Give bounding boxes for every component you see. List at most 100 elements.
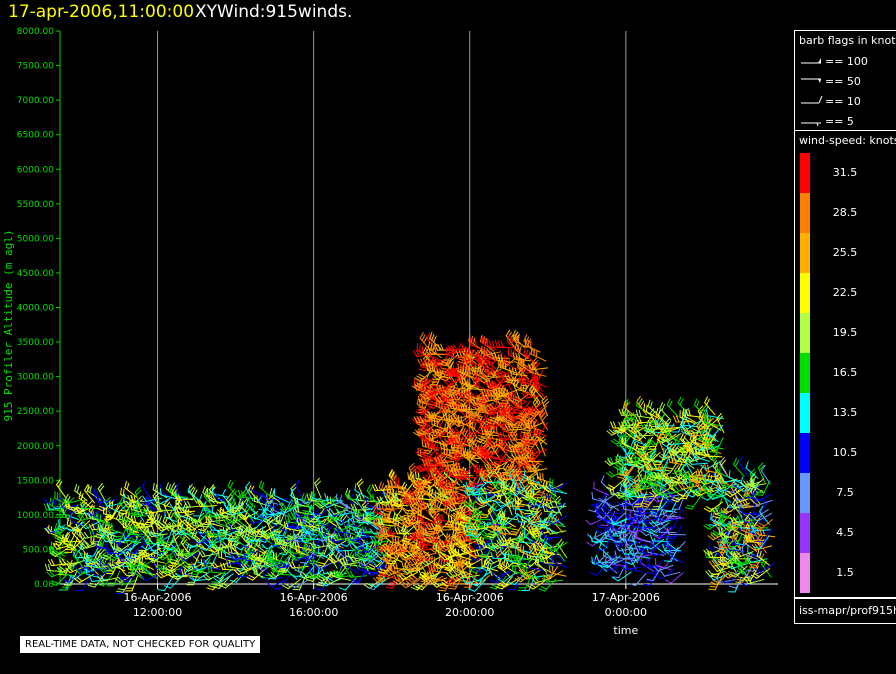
wind-barb-flag bbox=[123, 553, 129, 560]
wind-barb-flag bbox=[421, 527, 426, 535]
wind-barb-flag bbox=[383, 552, 387, 560]
wind-barb-flag bbox=[453, 513, 458, 521]
wind-barb-flag bbox=[239, 526, 245, 533]
wind-barb-flag bbox=[250, 482, 253, 491]
wind-barb-flag bbox=[277, 512, 285, 514]
wind-barb-flag bbox=[348, 492, 351, 500]
wind-barb-flag bbox=[54, 529, 62, 534]
wind-barb-flag bbox=[468, 366, 471, 374]
wind-barb-flag bbox=[276, 561, 281, 569]
wind-barb-flag bbox=[419, 507, 422, 516]
wind-barb-flag bbox=[434, 498, 437, 506]
wind-barb-flag bbox=[257, 514, 264, 519]
wind-barb-flag bbox=[499, 431, 503, 439]
wind-barb-flag bbox=[415, 523, 417, 532]
wind-barb-flag bbox=[271, 553, 274, 561]
wind-barb bbox=[252, 518, 269, 524]
wind-barb-flag bbox=[433, 581, 440, 587]
wind-barb-flag bbox=[373, 511, 375, 519]
wind-barb-flag bbox=[305, 497, 311, 504]
wind-barb bbox=[78, 550, 88, 566]
wind-barb bbox=[187, 491, 202, 502]
wind-barb-flag bbox=[296, 567, 304, 570]
wind-barb-flag bbox=[264, 501, 267, 509]
chart-title-name: XYWind:915winds. bbox=[195, 2, 353, 22]
wind-barb-flag bbox=[405, 498, 412, 504]
wind-barb-flag bbox=[292, 527, 300, 530]
wind-barb-flag bbox=[120, 487, 122, 495]
wind-barb-flag bbox=[369, 528, 375, 535]
wind-barb-flag bbox=[84, 531, 89, 539]
wind-barb-flag bbox=[409, 576, 416, 582]
wind-barb-flag bbox=[66, 546, 74, 550]
wind-barb-flag bbox=[308, 532, 312, 540]
wind-barb-flag bbox=[383, 485, 387, 493]
wind-barb-flag bbox=[50, 541, 53, 549]
wind-barb-flag bbox=[243, 533, 247, 541]
wind-barb-flag bbox=[347, 519, 350, 527]
wind-barb-flag bbox=[211, 581, 219, 584]
wind-barb-flag bbox=[159, 535, 163, 543]
wind-barb-flag bbox=[426, 536, 433, 542]
wind-barb-flag bbox=[419, 583, 427, 585]
wind-barb-flag bbox=[434, 477, 437, 486]
wind-barb-flag bbox=[238, 514, 245, 520]
wind-barb-flag bbox=[238, 491, 244, 498]
wind-barb-flag bbox=[451, 582, 459, 585]
wind-barb-flag bbox=[450, 535, 453, 543]
wind-barb-flag bbox=[83, 502, 87, 509]
wind-barb-flag bbox=[125, 527, 129, 535]
wind-barb-flag bbox=[202, 485, 206, 493]
wind-barb-flag bbox=[436, 500, 440, 508]
wind-barb-flag bbox=[160, 567, 166, 574]
wind-barb-flag bbox=[427, 523, 433, 530]
wind-barb-flag bbox=[372, 493, 375, 502]
wind-barb-flag bbox=[380, 557, 387, 563]
wind-barb-flag bbox=[316, 577, 323, 582]
wind-barb-flag bbox=[107, 533, 110, 541]
wind-barb bbox=[303, 532, 320, 536]
wind-barb-flag bbox=[131, 538, 139, 543]
wind-barb-flag bbox=[244, 503, 250, 510]
wind-barb-flag bbox=[397, 478, 400, 486]
wind-barb-flag bbox=[439, 554, 446, 561]
wind-barb-flag bbox=[88, 558, 95, 564]
wind-barb-flag bbox=[486, 486, 494, 490]
wind-barb-flag bbox=[444, 481, 446, 489]
wind-barb-flag bbox=[138, 525, 145, 530]
wind-barb-flag bbox=[124, 481, 127, 489]
wind-barb-flag bbox=[138, 564, 141, 573]
wind-barb-flag bbox=[411, 558, 416, 565]
y-tick-label: 0.00 bbox=[34, 580, 54, 590]
wind-barb bbox=[170, 576, 183, 589]
wind-barb-flag bbox=[447, 385, 455, 388]
wind-barb-flag bbox=[182, 539, 188, 546]
wind-barb-flag bbox=[189, 528, 192, 536]
wind-barb-flag bbox=[198, 494, 203, 501]
wind-barb bbox=[99, 506, 112, 520]
wind-barb-flag bbox=[395, 476, 397, 485]
wind-barb-flag bbox=[126, 549, 133, 554]
y-tick-label: 6000.00 bbox=[17, 165, 54, 175]
wind-barb-flag bbox=[168, 569, 172, 577]
wind-barb bbox=[219, 568, 234, 580]
wind-barb-flag bbox=[390, 502, 394, 510]
wind-barb-flag bbox=[88, 575, 93, 582]
wind-barb-flag bbox=[454, 490, 456, 498]
wind-barb-flag bbox=[432, 496, 435, 504]
wind-barb-flag bbox=[243, 553, 247, 561]
wind-barb bbox=[241, 556, 250, 572]
wind-barb bbox=[349, 498, 359, 514]
wind-barb bbox=[278, 576, 290, 590]
wind-barb-flag bbox=[193, 564, 199, 571]
wind-barb-flag bbox=[76, 576, 83, 582]
wind-barb-flag bbox=[280, 561, 287, 567]
wind-barb-flag bbox=[108, 557, 115, 561]
wind-barb-flag bbox=[317, 499, 323, 506]
wind-barb-flag bbox=[56, 513, 64, 516]
wind-barb-flag bbox=[415, 488, 424, 490]
wind-barb-flag bbox=[141, 552, 148, 557]
wind-barb-flag bbox=[260, 534, 267, 540]
wind-barb-flag bbox=[258, 508, 266, 512]
wind-barb-flag bbox=[456, 534, 459, 542]
